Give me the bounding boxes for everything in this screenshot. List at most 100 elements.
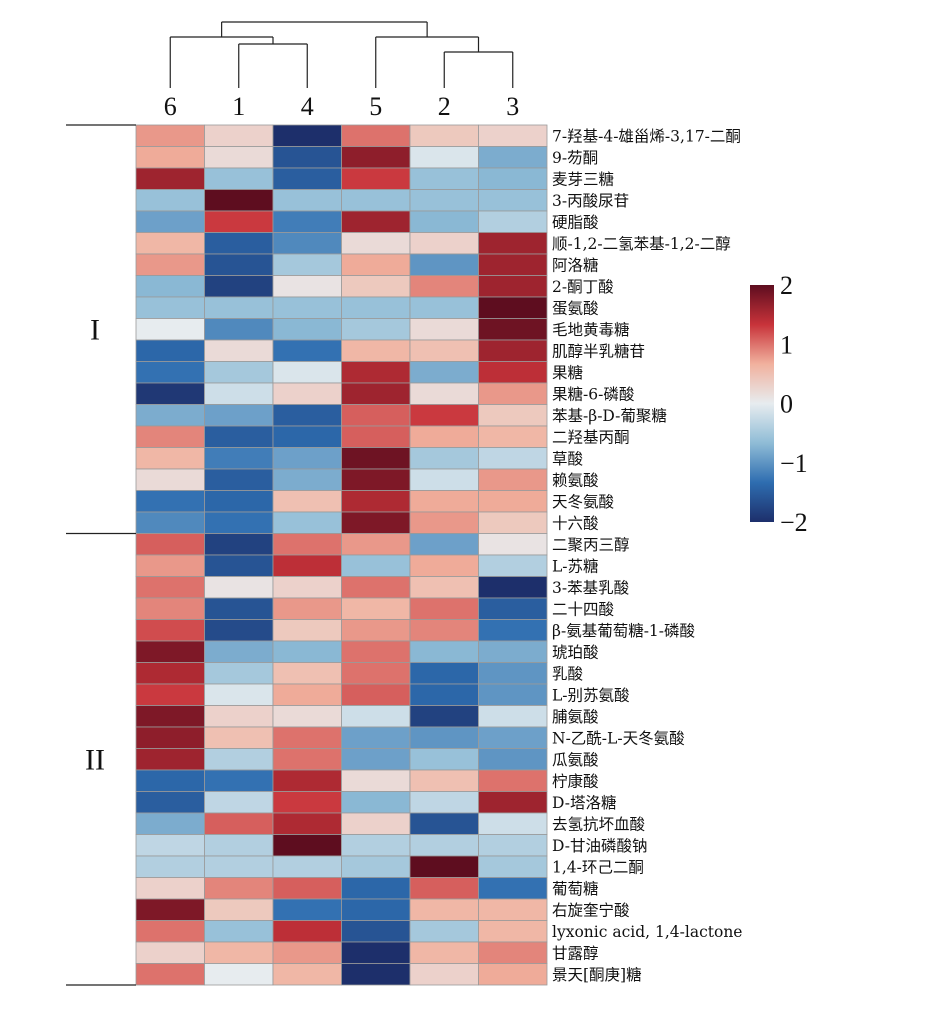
heatmap-cell [135, 812, 205, 835]
heatmap-cell [409, 834, 479, 857]
heatmap-cell [135, 898, 205, 921]
heatmap-cell [341, 619, 411, 642]
heatmap-cell [135, 597, 205, 620]
heatmap-cell [272, 834, 342, 857]
heatmap-cell [341, 920, 411, 943]
heatmap-cell [272, 855, 342, 878]
heatmap-cell [478, 554, 548, 577]
heatmap-cell [135, 662, 205, 685]
heatmap-cell [135, 726, 205, 749]
heatmap-cell [204, 877, 274, 900]
heatmap-cell [478, 253, 548, 276]
heatmap-cell [409, 404, 479, 427]
heatmap-cell [272, 748, 342, 771]
heatmap-cell [409, 597, 479, 620]
heatmap-cell [135, 339, 205, 362]
row-label: 顺-1,2-二氢苯基-1,2-二醇 [552, 235, 731, 253]
heatmap-cell [135, 877, 205, 900]
heatmap-cell [478, 834, 548, 857]
colorbar: 2 1 0 −1 −2 [750, 271, 808, 537]
heatmap-cell [204, 296, 274, 319]
row-label: 乳酸 [552, 665, 584, 683]
heatmap-cell [272, 124, 342, 147]
heatmap-cell [204, 511, 274, 534]
heatmap-cell [409, 554, 479, 577]
heatmap-cell [272, 576, 342, 599]
heatmap-cell [478, 726, 548, 749]
heatmap-cell [478, 167, 548, 190]
heatmap-cell [204, 533, 274, 556]
heatmap-cell [204, 576, 274, 599]
heatmap-cell [135, 425, 205, 448]
heatmap-cell [478, 318, 548, 341]
heatmap-cell [478, 748, 548, 771]
heatmap-cell [204, 855, 274, 878]
heatmap-cell [272, 339, 342, 362]
heatmap-cell [409, 640, 479, 663]
heatmap-cell [135, 124, 205, 147]
row-label: 琥珀酸 [552, 643, 599, 661]
heatmap-cell [478, 296, 548, 319]
heatmap-cell [272, 619, 342, 642]
heatmap-cell [478, 511, 548, 534]
heatmap-cell [341, 662, 411, 685]
row-label: L-别苏氨酸 [552, 686, 630, 704]
heatmap-cell [272, 533, 342, 556]
heatmap-cell [204, 812, 274, 835]
heatmap-cell [478, 339, 548, 362]
heatmap-cell [478, 640, 548, 663]
heatmap-cell [272, 253, 342, 276]
row-label: 甘露醇 [552, 944, 599, 962]
row-label: 果糖-6-磷酸 [552, 385, 635, 403]
heatmap-cell [272, 898, 342, 921]
heatmap-cell [135, 490, 205, 513]
heatmap-cell [409, 361, 479, 384]
heatmap-cell [272, 597, 342, 620]
heatmap-cell [272, 382, 342, 405]
row-label: 阿洛糖 [552, 256, 599, 274]
heatmap-cell [478, 619, 548, 642]
row-label: 右旋奎宁酸 [552, 901, 630, 919]
column-label: 5 [369, 92, 382, 121]
column-label: 6 [164, 92, 177, 121]
heatmap-cell [204, 597, 274, 620]
heatmap-cell [478, 597, 548, 620]
heatmap-cell [478, 490, 548, 513]
heatmap-cell [341, 683, 411, 706]
heatmap-cell [204, 619, 274, 642]
heatmap-cell [478, 124, 548, 147]
heatmap-cell [341, 275, 411, 298]
heatmap-cell [409, 447, 479, 470]
row-label: N-乙酰-L-天冬氨酸 [552, 729, 685, 747]
heatmap-cell [478, 382, 548, 405]
heatmap-cell [478, 705, 548, 728]
heatmap-cell [409, 167, 479, 190]
heatmap-cell [135, 146, 205, 169]
row-label: 葡萄糖 [552, 880, 599, 898]
heatmap-cell [341, 812, 411, 835]
heatmap-cell [341, 382, 411, 405]
heatmap-cell [341, 834, 411, 857]
heatmap-cell [409, 468, 479, 491]
row-label: 瓜氨酸 [552, 751, 599, 769]
heatmap-cell [204, 232, 274, 255]
heatmap-cell [204, 490, 274, 513]
heatmap-cell [272, 511, 342, 534]
heatmap-cell [478, 963, 548, 986]
row-label: lyxonic acid, 1,4-lactone [552, 923, 742, 941]
heatmap-cell [409, 210, 479, 233]
heatmap-cell [341, 877, 411, 900]
heatmap-cell [341, 963, 411, 986]
heatmap-cells [135, 124, 548, 986]
heatmap-cell [135, 382, 205, 405]
heatmap-cell [204, 640, 274, 663]
colorbar-tick-label: −1 [780, 449, 808, 478]
heatmap-cell [135, 834, 205, 857]
heatmap-cell [409, 490, 479, 513]
heatmap-cell [204, 662, 274, 685]
heatmap-cell [272, 404, 342, 427]
heatmap-cell [478, 447, 548, 470]
heatmap-cell [204, 361, 274, 384]
heatmap-cell [341, 511, 411, 534]
heatmap-cell [341, 640, 411, 663]
